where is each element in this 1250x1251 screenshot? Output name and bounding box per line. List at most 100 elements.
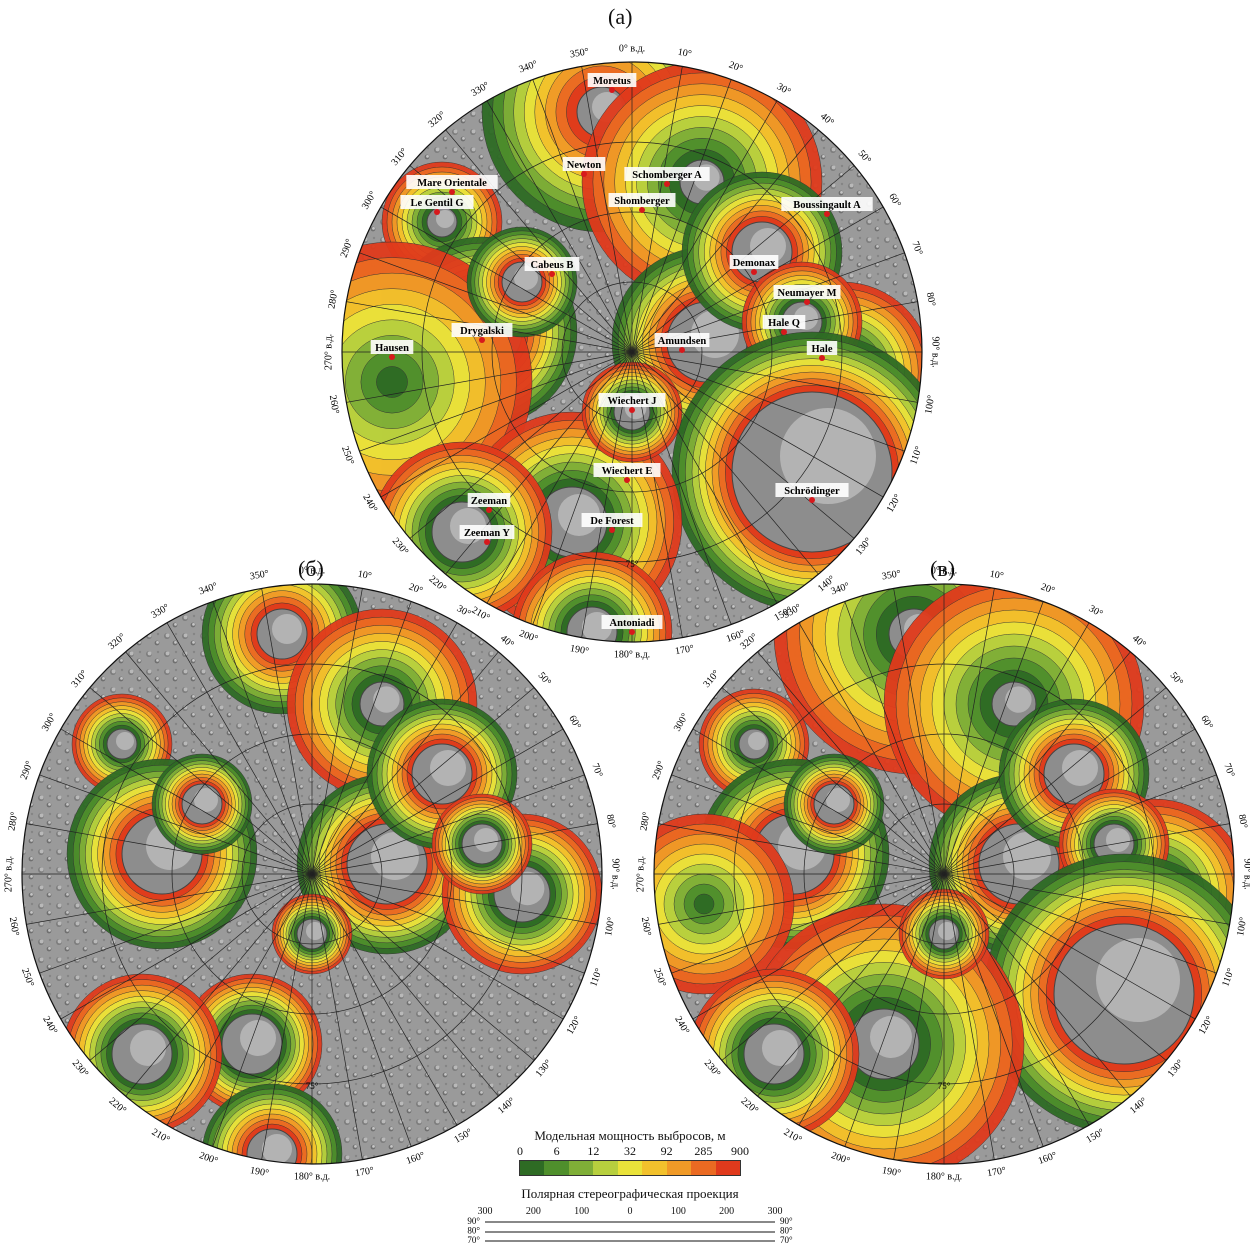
legend-colorbar [519,1160,741,1176]
longitude-label: 90° в.д. [1242,858,1250,889]
longitude-label: 350° [249,568,270,582]
longitude-label: 320° [426,109,448,130]
longitude-label: 190° [569,643,590,657]
scale-distance: 300 [477,1206,493,1217]
longitude-label: 320° [106,631,128,652]
crater-marker [484,539,490,545]
legend-swatch [617,1161,643,1175]
panel-a-label: (a) [608,4,633,29]
longitude-label: 280° [638,811,652,832]
legend-swatch [666,1161,692,1175]
longitude-label: 80° [1236,814,1249,830]
scale-distance: 0 [627,1206,633,1217]
longitude-label: 350° [881,568,902,582]
longitude-label: 170° [986,1165,1007,1179]
longitude-label: 0° в.д. [931,565,957,576]
longitude-label: 60° [1198,714,1215,732]
legend: Модельная мощность выбросов, м 0 6 12 32 92 2… [470,1128,790,1176]
longitude-label: 140° [1128,1096,1150,1117]
longitude-label: 200° [830,1150,852,1167]
scale-distance: 200 [525,1206,541,1217]
longitude-label: 260° [639,916,653,937]
longitude-label: 50° [536,670,553,688]
crater-label: Cabeus B [531,260,574,271]
panel-b-label: (б) [298,556,324,581]
crater-marker [624,477,630,483]
longitude-label: 130° [1166,1058,1187,1080]
longitude-label: 120° [1197,1014,1216,1036]
longitude-label: 300° [672,711,691,733]
crater-label: Hale [812,344,833,355]
crater-marker [751,269,757,275]
longitude-label: 0° в.д. [619,43,645,54]
longitude-label: 50° [856,148,873,166]
latitude-label: 75° [306,1081,319,1091]
longitude-label: 70° [1221,762,1236,779]
longitude-label: 310° [701,668,722,690]
longitude-label: 250° [339,445,356,467]
legend-tick: 285 [694,1144,713,1158]
longitude-label: 300° [40,711,59,733]
longitude-label: 100° [603,916,617,937]
projection-label: Полярная стереографическая проекция [521,1186,739,1201]
scale-latitude: 70° [780,1235,793,1245]
crater-label: Amundsen [658,336,707,347]
longitude-label: 20° [1039,582,1056,597]
crater-marker [781,329,787,335]
longitude-label: 150° [1084,1127,1106,1146]
crater-marker [819,355,825,361]
longitude-label: 230° [70,1058,91,1080]
scale-latitude: 90° [780,1216,793,1226]
longitude-label: 110° [1220,967,1237,988]
longitude-label: 50° [1168,670,1185,688]
longitude-label: 180° в.д. [926,1171,962,1182]
crater-label: Mare Orientale [417,178,487,189]
crater-label: Moretus [593,76,631,87]
crater-marker [609,87,615,93]
longitude-label: 10° [357,569,373,582]
longitude-label: 350° [569,46,590,60]
legend-ticks: 0 6 12 32 92 285 900 [512,1144,749,1158]
longitude-label: 70° [589,762,604,779]
crater-label: Wiechert E [602,466,653,477]
crater-label: Wiechert J [607,396,656,407]
longitude-label: 90° в.д. [610,858,621,889]
crater-label: Hausen [375,343,409,354]
crater-label: Demonax [733,258,776,269]
longitude-label: 40° [818,111,836,128]
crater-marker [549,271,555,277]
legend-tick: 92 [660,1144,673,1158]
longitude-label: 200° [198,1150,220,1167]
crater-label: Antoniadi [610,618,655,629]
crater-marker [629,407,635,413]
crater-label: Le Gentil G [410,198,463,209]
longitude-label: 330° [781,602,803,621]
crater-label: Newton [567,160,602,171]
longitude-label: 210° [150,1127,172,1146]
longitude-label: 220° [739,1096,761,1117]
panel-c-label: (в) [930,556,956,581]
map-panel-b: 0° в.д. 10° 20° 30° 40° 50° 60° 70° 80° 90° в.д. 1… [3,565,621,1182]
longitude-label: 30° [455,603,473,620]
longitude-label: 220° [427,574,449,595]
longitude-label: 280° [326,289,340,310]
longitude-label: 80° [924,292,937,308]
longitude-label: 110° [908,445,925,466]
longitude-label: 200° [518,628,540,645]
crater-label: Neumayer M [778,288,837,299]
longitude-label: 310° [389,146,410,168]
longitude-label: 100° [1235,916,1249,937]
longitude-label: 170° [674,643,695,657]
longitude-label: 290° [19,759,36,781]
scale-bar-lines [485,1221,775,1242]
crater-marker [486,507,492,513]
scale-distance: 100 [670,1206,686,1217]
longitude-label: 220° [107,1096,129,1117]
legend-swatch [691,1161,716,1175]
latitude-label: 75° [626,559,639,569]
longitude-label: 10° [677,47,693,60]
legend-swatch [544,1161,569,1175]
crater-label: Schrödinger [784,486,840,497]
scale-latitude: 80° [780,1226,793,1236]
